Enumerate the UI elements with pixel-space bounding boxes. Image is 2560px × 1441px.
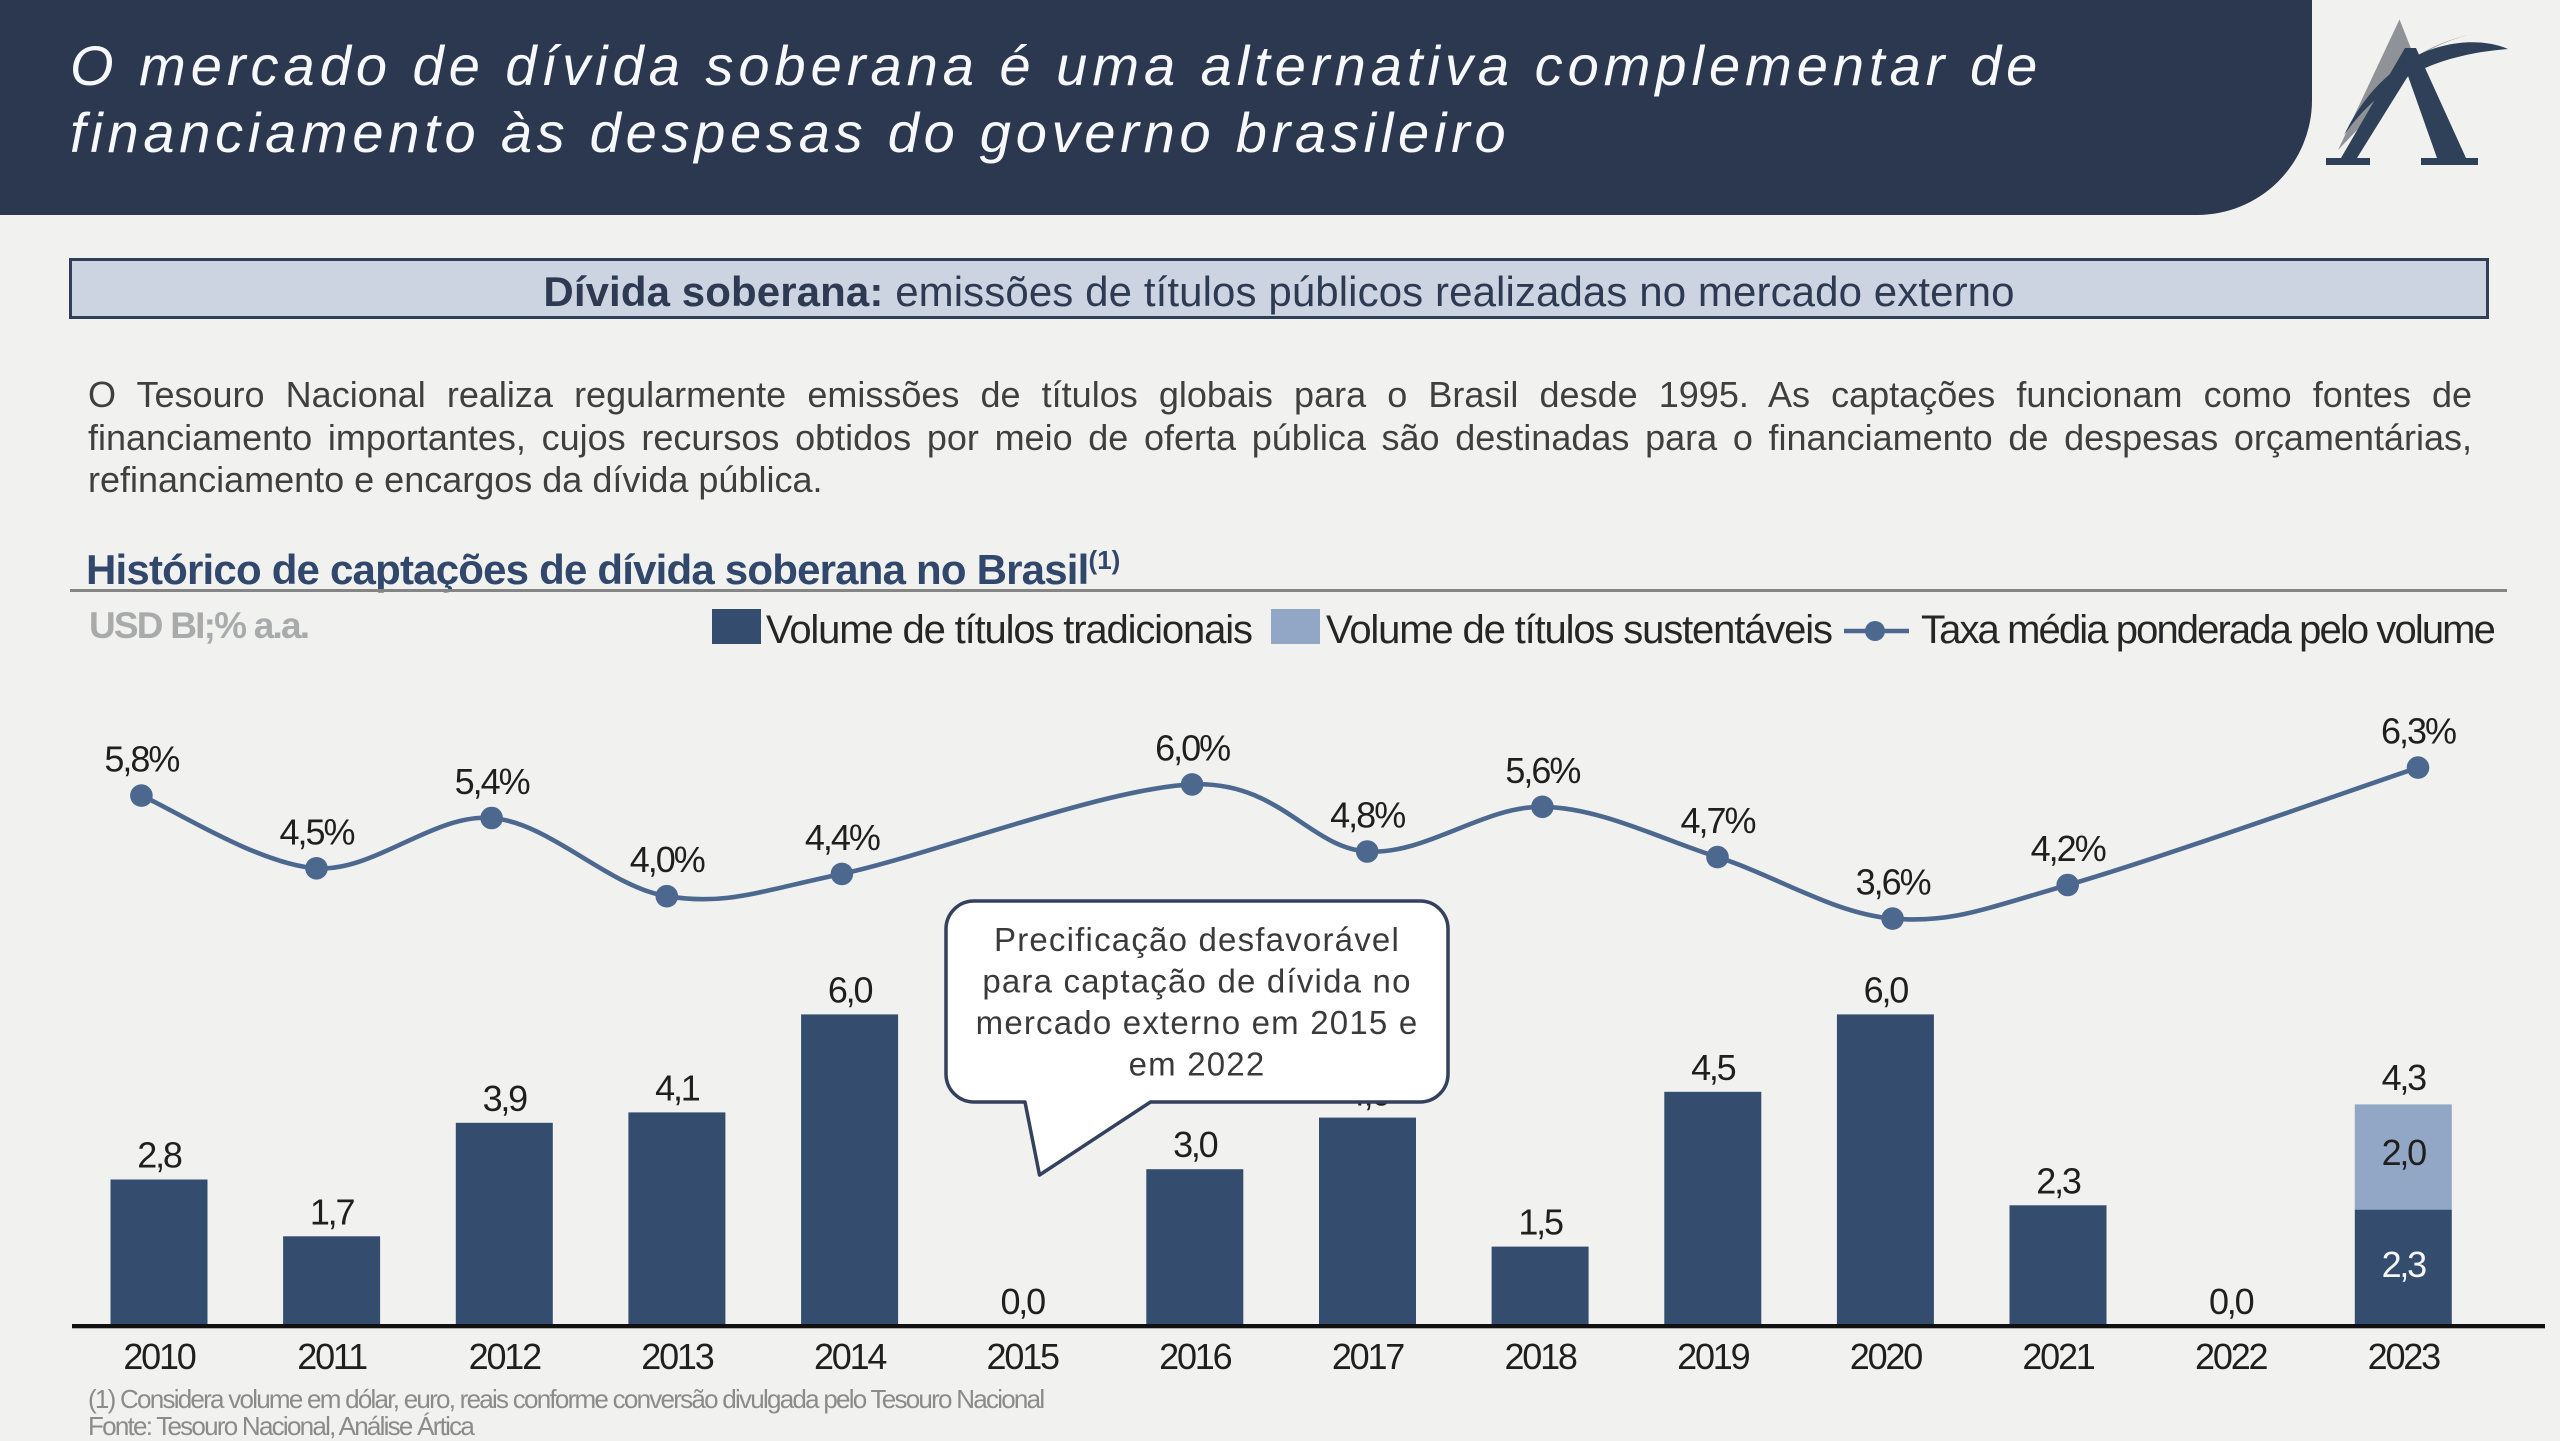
svg-text:4,4%: 4,4%	[805, 817, 880, 858]
svg-text:4,2%: 4,2%	[2031, 828, 2106, 869]
svg-text:0,0: 0,0	[2209, 1281, 2254, 1322]
svg-text:2013: 2013	[641, 1336, 713, 1377]
svg-text:2021: 2021	[2022, 1336, 2094, 1377]
svg-text:2,0: 2,0	[2382, 1132, 2427, 1173]
svg-text:3,0: 3,0	[1173, 1124, 1218, 1165]
svg-text:6,0: 6,0	[1864, 969, 1909, 1010]
svg-text:Precificação desfavorável: Precificação desfavorável	[994, 921, 1400, 958]
svg-text:4,8%: 4,8%	[1330, 795, 1405, 836]
svg-text:4,0%: 4,0%	[630, 839, 705, 880]
svg-text:2015: 2015	[987, 1336, 1059, 1377]
svg-text:5,6%: 5,6%	[1505, 750, 1580, 791]
svg-text:2010: 2010	[123, 1336, 195, 1377]
svg-text:2012: 2012	[469, 1336, 541, 1377]
svg-text:2014: 2014	[814, 1336, 886, 1377]
svg-text:2018: 2018	[1504, 1336, 1576, 1377]
svg-text:2,3: 2,3	[2036, 1160, 2081, 1201]
svg-text:3,6%: 3,6%	[1856, 862, 1931, 903]
svg-text:4,7%: 4,7%	[1680, 800, 1755, 841]
svg-text:6,0%: 6,0%	[1155, 727, 1230, 768]
svg-text:4,3: 4,3	[2382, 1057, 2427, 1098]
svg-text:5,4%: 5,4%	[455, 761, 530, 802]
svg-text:1,5: 1,5	[1518, 1202, 1563, 1243]
svg-text:em 2022: em 2022	[1129, 1046, 1266, 1083]
svg-text:2016: 2016	[1159, 1336, 1231, 1377]
svg-text:3,9: 3,9	[483, 1078, 528, 1119]
svg-text:4,1: 4,1	[655, 1067, 700, 1108]
svg-text:2023: 2023	[2368, 1336, 2440, 1377]
svg-text:2011: 2011	[297, 1336, 367, 1377]
svg-text:2,8: 2,8	[137, 1135, 182, 1176]
svg-text:4,5%: 4,5%	[279, 811, 354, 852]
svg-text:6,3%: 6,3%	[2381, 711, 2456, 752]
svg-text:0,0: 0,0	[1000, 1281, 1045, 1322]
svg-text:4,5: 4,5	[1691, 1047, 1736, 1088]
svg-text:para captação de dívida no: para captação de dívida no	[982, 963, 1411, 1000]
svg-text:2,3: 2,3	[2382, 1244, 2427, 1285]
svg-text:5,8%: 5,8%	[104, 739, 179, 780]
svg-text:1,7: 1,7	[310, 1191, 355, 1232]
svg-text:2020: 2020	[1850, 1336, 1922, 1377]
svg-text:2022: 2022	[2195, 1336, 2267, 1377]
svg-text:mercado externo em 2015 e: mercado externo em 2015 e	[976, 1004, 1419, 1041]
svg-text:6,0: 6,0	[828, 969, 873, 1010]
svg-text:2019: 2019	[1677, 1336, 1749, 1377]
svg-text:2017: 2017	[1332, 1336, 1404, 1377]
